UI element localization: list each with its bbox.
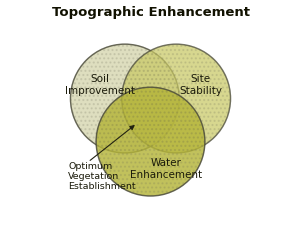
Title: Topographic Enhancement: Topographic Enhancement (51, 6, 250, 19)
Circle shape (96, 88, 205, 196)
Text: Optimum
Vegetation
Establishment: Optimum Vegetation Establishment (68, 161, 136, 190)
Text: Water
Enhancement: Water Enhancement (130, 157, 202, 180)
Text: Site
Stability: Site Stability (179, 74, 222, 96)
Circle shape (122, 45, 231, 153)
Circle shape (70, 45, 179, 153)
Text: Soil
Improvement: Soil Improvement (65, 74, 135, 96)
